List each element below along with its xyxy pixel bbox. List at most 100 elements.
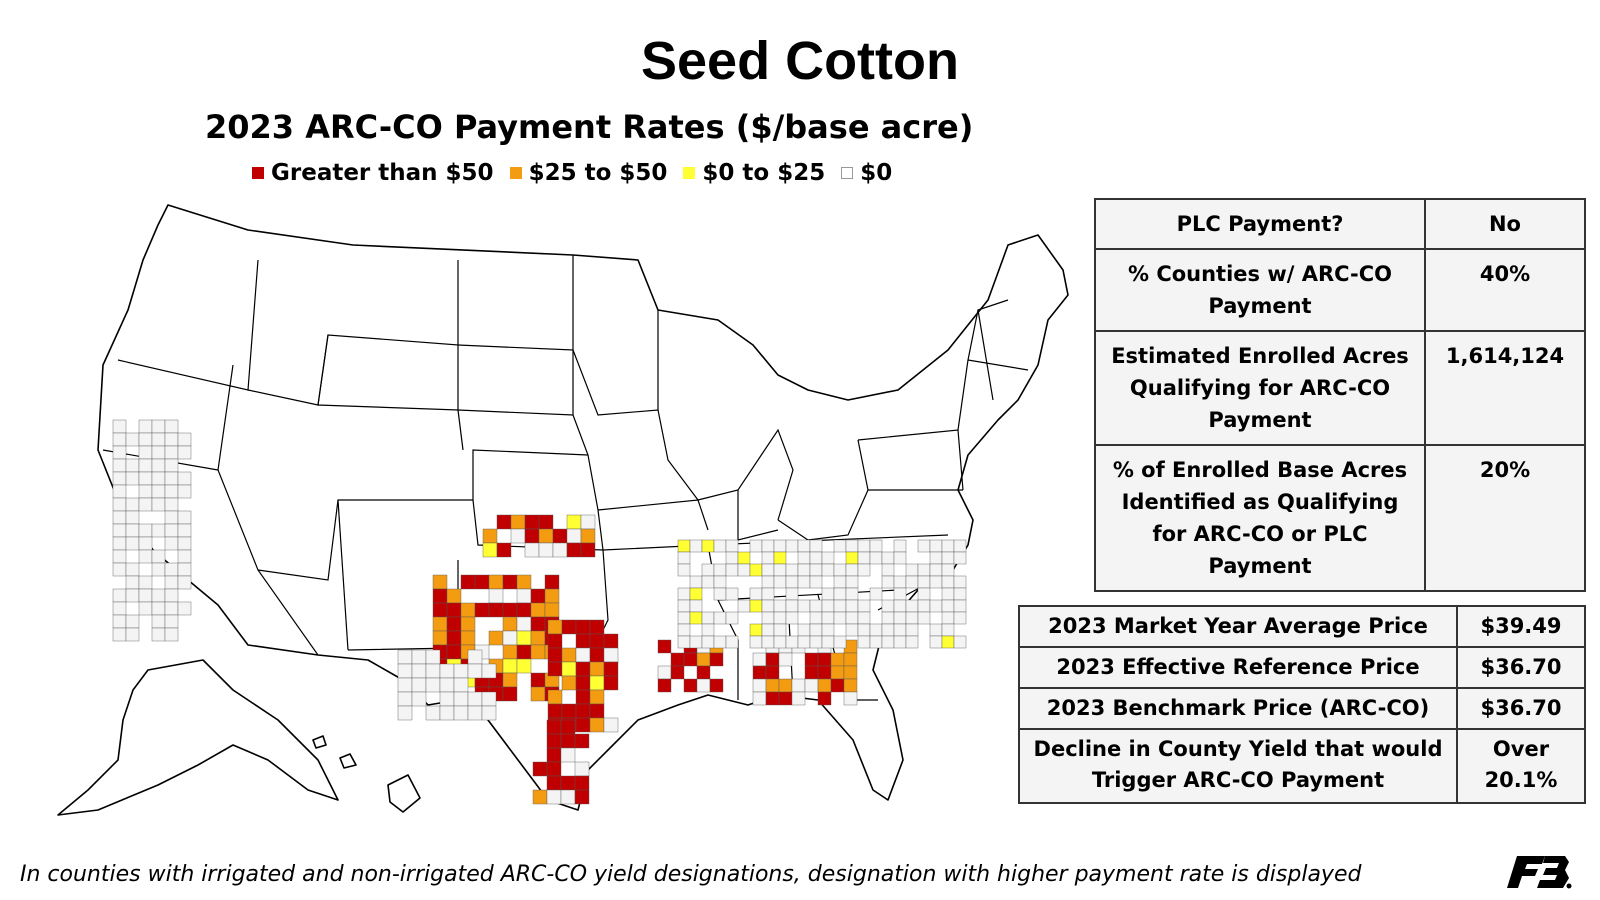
county-cell [125, 588, 140, 603]
county-cell [785, 611, 799, 625]
county-cell [446, 630, 462, 646]
county-cell [467, 663, 483, 679]
county-cell [125, 523, 140, 538]
county-cell [761, 599, 775, 613]
county-cell [112, 484, 127, 499]
state-border [777, 439, 869, 541]
county-cell [785, 599, 799, 613]
county-cell [460, 602, 476, 618]
county-cell [516, 588, 532, 604]
county-cell [397, 649, 413, 665]
county-cell [657, 678, 672, 693]
county-cell [488, 630, 504, 646]
page-title: Seed Cotton [641, 31, 959, 91]
county-cell [797, 575, 811, 589]
county-cell [138, 588, 153, 603]
county-cell [749, 563, 763, 577]
county-cell [164, 458, 179, 473]
county-cell [502, 630, 518, 646]
county-cell [496, 514, 512, 530]
county-cell [446, 644, 462, 660]
county-cell [482, 528, 498, 544]
county-cell [397, 677, 413, 693]
county-cell [425, 663, 441, 679]
county-cell [893, 623, 907, 637]
county-cell [112, 510, 127, 525]
county-cell [164, 471, 179, 486]
county-cell [561, 661, 577, 677]
county-cell [670, 652, 685, 667]
row-label: PLC Payment? [1094, 198, 1426, 250]
county-cell [151, 627, 166, 642]
county-cell [761, 611, 775, 625]
county-cell [112, 588, 127, 603]
county-cell [516, 602, 532, 618]
county-cell [125, 458, 140, 473]
county-cell [809, 611, 823, 625]
county-cell [725, 587, 739, 601]
farm-bureau-logo [1507, 856, 1572, 889]
county-cell [749, 539, 763, 553]
county-cell [725, 611, 739, 625]
county-cell [830, 652, 845, 667]
county-cell [833, 575, 847, 589]
county-cell [546, 761, 562, 777]
county-cell [481, 705, 497, 721]
county-cell [481, 691, 497, 707]
county-cell [713, 563, 727, 577]
state-border [457, 409, 464, 451]
county-cell [589, 717, 605, 733]
county-cell [164, 627, 179, 642]
price-table: 2023 Market Year Average Price $39.49 20… [1018, 605, 1586, 804]
county-cell [941, 611, 955, 625]
county-cell [439, 663, 455, 679]
county-cell [151, 614, 166, 629]
county-cell [893, 635, 907, 649]
state-border [957, 299, 1009, 431]
county-cell [881, 599, 895, 613]
row-label: 2023 Effective Reference Price [1018, 646, 1458, 689]
county-cell [151, 471, 166, 486]
county-cell [773, 539, 787, 553]
county-cell [547, 661, 563, 677]
county-cell [701, 563, 715, 577]
county-cell [177, 575, 192, 590]
county-cell [546, 719, 562, 735]
county-cell [164, 601, 179, 616]
county-cell [905, 599, 919, 613]
county-cell [164, 575, 179, 590]
county-cell [749, 587, 763, 601]
county-cell [869, 551, 883, 565]
county-cell [138, 536, 153, 551]
county-cell [785, 635, 799, 649]
county-cell [929, 599, 943, 613]
county-cell [177, 562, 192, 577]
legend-item-red: Greater than $50 [252, 160, 494, 186]
county-cell [821, 611, 835, 625]
county-cell [547, 619, 563, 635]
county-fills [112, 419, 967, 805]
county-cell [432, 630, 448, 646]
county-cell [164, 536, 179, 551]
county-cell [138, 432, 153, 447]
county-cell [446, 588, 462, 604]
county-cell [138, 523, 153, 538]
county-cell [516, 658, 532, 674]
county-cell [151, 432, 166, 447]
county-cell [817, 678, 832, 693]
county-cell [843, 691, 858, 706]
county-cell [737, 599, 751, 613]
county-cell [467, 691, 483, 707]
county-cell [797, 599, 811, 613]
county-cell [151, 445, 166, 460]
county-cell [560, 747, 576, 763]
county-cell [881, 575, 895, 589]
county-cell [566, 514, 582, 530]
county-cell [689, 635, 703, 649]
county-cell [524, 542, 540, 558]
county-cell [941, 563, 955, 577]
county-cell [929, 635, 943, 649]
county-cell [689, 587, 703, 601]
county-cell [460, 574, 476, 590]
county-cell [502, 658, 518, 674]
